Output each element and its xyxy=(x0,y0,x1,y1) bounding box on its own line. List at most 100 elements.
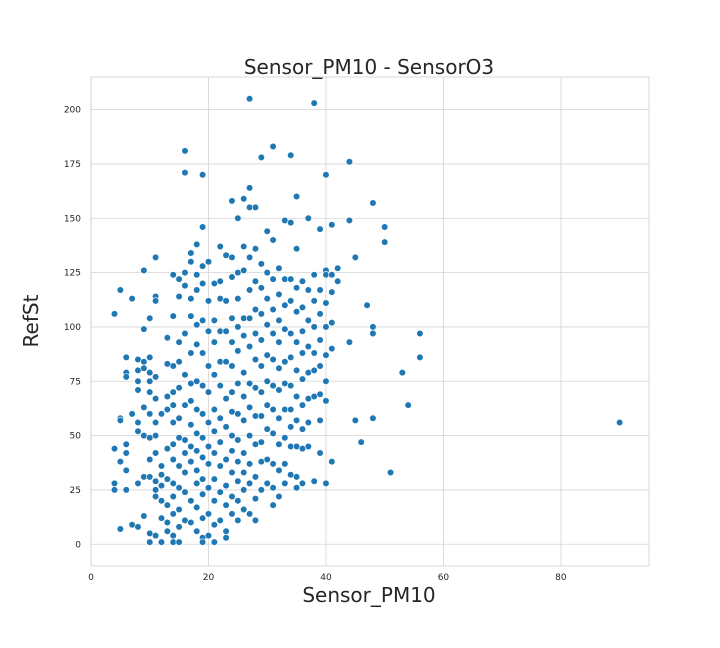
data-point xyxy=(281,460,289,468)
data-point xyxy=(245,95,254,103)
data-point xyxy=(310,349,318,357)
data-point xyxy=(316,449,324,457)
data-point xyxy=(175,505,183,514)
data-point xyxy=(152,432,160,440)
data-point xyxy=(122,449,130,457)
data-point xyxy=(304,316,312,325)
data-point xyxy=(199,514,207,522)
data-point xyxy=(199,490,207,498)
data-point xyxy=(298,425,307,433)
data-point xyxy=(181,488,189,496)
data-point xyxy=(152,449,160,457)
data-point xyxy=(304,442,312,451)
data-point xyxy=(275,386,283,394)
data-point xyxy=(204,362,213,370)
data-point xyxy=(263,377,271,385)
data-point xyxy=(351,253,359,261)
data-point xyxy=(287,405,295,414)
data-point xyxy=(193,271,201,279)
data-point xyxy=(363,301,371,309)
data-point xyxy=(322,479,330,488)
data-point xyxy=(222,358,230,366)
data-point xyxy=(240,332,248,340)
data-point xyxy=(222,481,230,490)
data-point xyxy=(281,301,289,309)
data-point xyxy=(275,316,283,325)
data-point xyxy=(269,329,277,338)
data-point xyxy=(310,323,318,331)
data-point xyxy=(404,401,412,409)
data-point xyxy=(181,468,189,477)
data-point xyxy=(187,349,195,357)
data-point xyxy=(199,349,207,357)
data-point xyxy=(222,527,230,535)
data-point xyxy=(228,197,236,205)
data-point xyxy=(316,310,324,318)
data-point xyxy=(287,297,295,305)
data-point xyxy=(122,373,130,381)
data-point xyxy=(257,412,265,420)
data-point xyxy=(204,460,213,468)
data-point xyxy=(175,484,183,492)
data-point xyxy=(369,329,377,338)
data-point xyxy=(204,327,213,335)
data-point xyxy=(163,392,171,401)
data-point xyxy=(140,266,148,275)
data-point xyxy=(381,238,389,246)
plot-area xyxy=(90,76,650,567)
data-point xyxy=(257,310,265,318)
data-point xyxy=(122,353,130,361)
data-point xyxy=(275,466,283,474)
data-point xyxy=(292,245,301,253)
y-tick-label: 50 xyxy=(70,432,82,442)
data-point xyxy=(163,445,171,453)
x-tick-label: 0 xyxy=(88,573,94,583)
data-point xyxy=(187,397,195,405)
data-point xyxy=(269,236,277,244)
data-point xyxy=(175,538,183,546)
data-point xyxy=(146,377,154,385)
data-point xyxy=(245,314,254,322)
data-point xyxy=(240,195,248,203)
data-point xyxy=(310,271,318,279)
data-point xyxy=(228,314,236,322)
data-point xyxy=(369,199,377,207)
data-point xyxy=(287,151,295,159)
data-point xyxy=(275,414,283,422)
data-point xyxy=(199,453,207,461)
data-point xyxy=(187,421,195,429)
data-point xyxy=(251,516,260,524)
grid-lines xyxy=(90,77,649,566)
data-point xyxy=(199,262,207,270)
y-tick-label: 200 xyxy=(64,106,81,116)
data-point xyxy=(140,364,148,372)
data-point xyxy=(287,219,295,227)
data-point xyxy=(204,388,213,396)
data-point xyxy=(251,245,260,253)
data-point xyxy=(263,321,271,329)
data-point xyxy=(263,425,271,433)
data-point xyxy=(163,405,171,414)
data-point xyxy=(345,216,354,225)
data-point xyxy=(287,329,295,338)
data-point xyxy=(193,377,201,385)
data-point xyxy=(275,290,283,298)
data-point xyxy=(204,442,213,451)
data-point xyxy=(116,458,124,466)
data-point xyxy=(169,418,177,427)
data-point xyxy=(292,366,301,375)
data-point xyxy=(245,479,254,488)
data-point xyxy=(199,316,207,325)
data-point xyxy=(181,147,189,155)
data-point xyxy=(199,382,207,390)
data-point xyxy=(357,438,365,446)
data-point xyxy=(169,492,177,501)
data-point xyxy=(292,192,301,201)
data-point xyxy=(257,284,265,292)
data-point xyxy=(193,527,201,535)
data-point xyxy=(187,295,195,303)
data-point xyxy=(157,514,166,522)
data-point xyxy=(322,351,330,359)
data-point xyxy=(322,323,330,331)
data-point xyxy=(140,325,148,333)
